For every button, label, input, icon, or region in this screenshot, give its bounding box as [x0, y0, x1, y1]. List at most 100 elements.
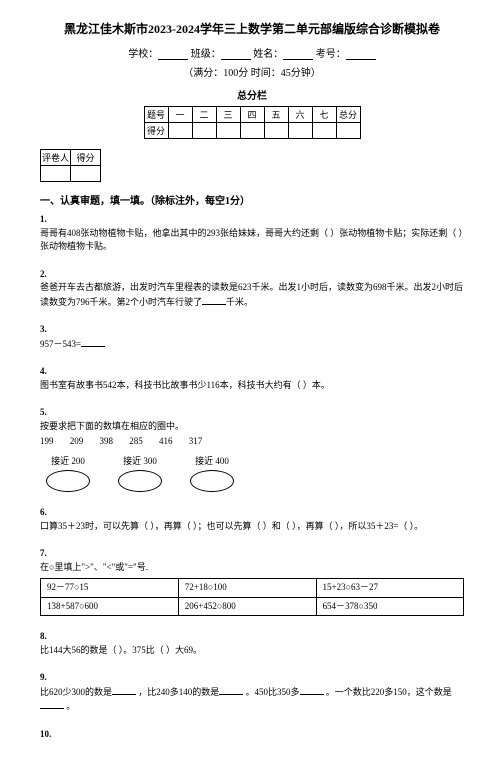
q5-cg0: 接近 200: [46, 455, 90, 493]
q2-b: 千米。: [226, 297, 253, 307]
q1-b: ）张动物植物卡贴；实际还剩（: [330, 228, 456, 238]
score-blank-7: [312, 123, 336, 139]
q5-l0: 接近 200: [46, 455, 90, 469]
q5-l1: 接近 300: [118, 455, 162, 469]
q4-b: ）本。: [303, 380, 330, 390]
q7-c11: 206+452○800: [178, 597, 316, 616]
name-label: 姓名：: [253, 49, 283, 60]
q8-a: 比144大56的数是（: [40, 645, 117, 655]
q9-d: 。一个数比220多150，这个数是: [326, 687, 452, 697]
q9-c: 。450比350多: [246, 687, 300, 697]
q8: 8. 比144大56的数是（ ）。375比（ ）大69。: [40, 630, 464, 657]
score-blank-8: [336, 123, 360, 139]
q5-n1: 209: [70, 435, 84, 449]
score-h6: 六: [288, 107, 312, 123]
q6: 6. 口算35＋23时，可以先算（ ），再算（ ）；也可以先算（ ）和（ ），再…: [40, 506, 464, 533]
name-blank: [283, 48, 313, 60]
q7-c01: 72+18○100: [178, 579, 316, 598]
q5-cg2: 接近 400: [190, 455, 234, 493]
q6-c: ）；也可以先算（: [193, 521, 261, 531]
q5-text: 按要求把下面的数填在相应的圈中。: [40, 421, 184, 431]
q5: 5. 按要求把下面的数填在相应的圈中。 199 209 398 285 416 …: [40, 406, 464, 492]
q10-num: 10.: [40, 728, 464, 742]
q4-num: 4.: [40, 365, 464, 379]
q6-a: 口算35＋23时，可以先算（: [40, 521, 148, 531]
q9-b2: [219, 685, 243, 695]
score-h0: 题号: [144, 107, 168, 123]
class-blank: [221, 48, 251, 60]
score-r2-label: 得分: [144, 123, 168, 139]
q6-b: ），再算（: [150, 521, 191, 531]
q3: 3. 957－543=: [40, 323, 464, 351]
score-blank-4: [240, 123, 264, 139]
q5-n3: 285: [129, 435, 143, 449]
q7-c00: 92－77○15: [41, 579, 179, 598]
score-blank-1: [168, 123, 192, 139]
q6-f: ），所以35＋23=（: [335, 521, 408, 531]
score-blank-3: [216, 123, 240, 139]
score-h1: 一: [168, 107, 192, 123]
q3-blank: [81, 337, 105, 347]
q1: 1. 哥哥有408张动物植物卡贴，他拿出其中的293张给妹妹，哥哥大约还剩（ ）…: [40, 213, 464, 254]
grader-b2: [71, 166, 101, 182]
q7-table: 92－77○15 72+18○100 15+23○63－27 138+587○6…: [40, 578, 464, 616]
q9-a: 比620少300的数是: [40, 687, 112, 697]
score-h2: 二: [192, 107, 216, 123]
q6-g: ）。: [410, 521, 424, 531]
exam-title: 黑龙江佳木斯市2023-2024学年三上数学第二单元部编版综合诊断模拟卷: [40, 20, 464, 37]
q5-cg1: 接近 300: [118, 455, 162, 493]
score-h5: 五: [264, 107, 288, 123]
score-h7: 七: [312, 107, 336, 123]
score-h3: 三: [216, 107, 240, 123]
q6-e: ），再算（: [292, 521, 333, 531]
q9-b1: [112, 685, 136, 695]
q5-n2: 398: [100, 435, 114, 449]
q4: 4. 图书室有故事书542本，科技书比故事书少116本，科技书大约有（ ）本。: [40, 365, 464, 392]
score-h8: 总分: [336, 107, 360, 123]
q1-num: 1.: [40, 213, 464, 227]
q9: 9. 比620少300的数是 ，比240多140的数是 。450比350多 。一…: [40, 671, 464, 714]
q5-n5: 317: [189, 435, 203, 449]
q4-a: 图书室有故事书542本，科技书比故事书少116本，科技书大约有（: [40, 380, 301, 390]
q5-circle-0: [46, 470, 90, 492]
q6-num: 6.: [40, 506, 464, 520]
q5-l2: 接近 400: [190, 455, 234, 469]
q5-nums: 199 209 398 285 416 317: [40, 435, 464, 449]
examno-blank: [346, 48, 376, 60]
school-label: 学校：: [128, 49, 158, 60]
score-blank-5: [264, 123, 288, 139]
q5-n4: 416: [159, 435, 173, 449]
score-bar-title: 总分栏: [40, 87, 464, 102]
grader-table: 评卷人 得分: [40, 149, 101, 182]
examno-label: 考号：: [316, 49, 346, 60]
sub-meta: （满分：100分 时间：45分钟）: [40, 64, 464, 79]
q9-b: ，比240多140的数是: [138, 687, 219, 697]
q1-a: 哥哥有408张动物植物卡贴，他拿出其中的293张给妹妹，哥哥大约还剩（: [40, 228, 328, 238]
q2: 2. 爸爸开车去古都旅游，出发时汽车里程表的读数是623千米。出发1小时后，读数…: [40, 268, 464, 310]
section1-title: 一、认真审题，填一填。（除标注外，每空1分）: [40, 192, 464, 207]
q5-circle-1: [118, 470, 162, 492]
q8-b: ）。375比（: [119, 645, 164, 655]
q6-d: ）和（: [263, 521, 290, 531]
q7-c10: 138+587○600: [41, 597, 179, 616]
school-blank: [158, 48, 188, 60]
q3-num: 3.: [40, 323, 464, 337]
q9-b3: [300, 685, 324, 695]
q9-b4: [40, 699, 64, 709]
q8-c: ）大69。: [166, 645, 202, 655]
q5-circle-2: [190, 470, 234, 492]
grader-c2: 得分: [71, 150, 101, 166]
q2-num: 2.: [40, 268, 464, 282]
q5-circles: 接近 200 接近 300 接近 400: [46, 455, 464, 493]
q7-num: 7.: [40, 547, 464, 561]
score-blank-2: [192, 123, 216, 139]
class-label: 班级：: [191, 49, 221, 60]
q9-e: 。: [66, 701, 75, 711]
q5-num: 5.: [40, 406, 464, 420]
q2-blank: [202, 295, 226, 305]
meta-line: 学校： 班级： 姓名： 考号：: [40, 45, 464, 60]
q7-c12: 654－378○350: [316, 597, 463, 616]
q9-num: 9.: [40, 671, 464, 685]
q8-num: 8.: [40, 630, 464, 644]
score-h4: 四: [240, 107, 264, 123]
